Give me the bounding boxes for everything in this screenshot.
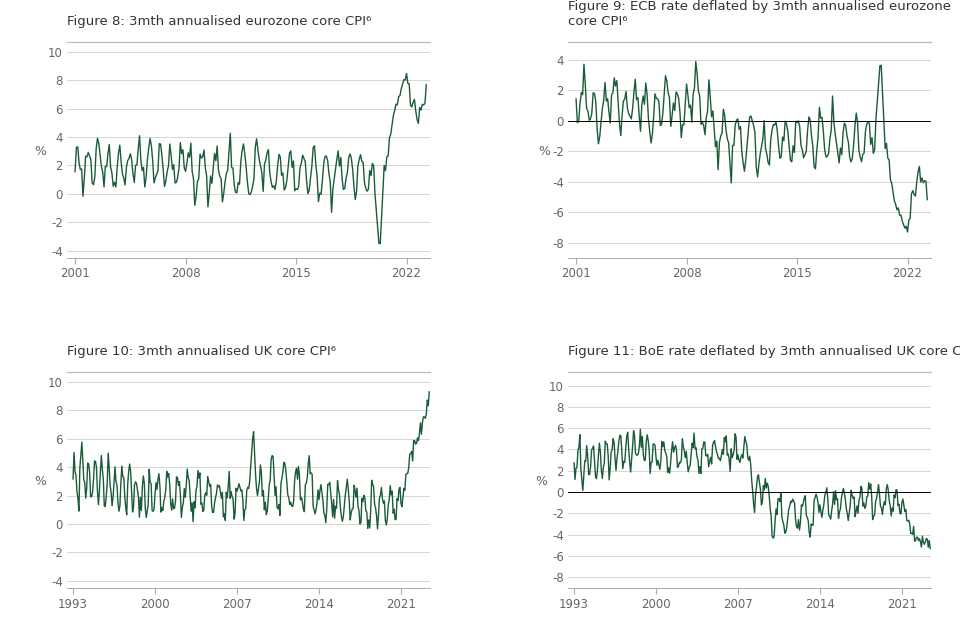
Y-axis label: %: %: [34, 475, 46, 488]
Text: Figure 10: 3mth annualised UK core CPI⁶: Figure 10: 3mth annualised UK core CPI⁶: [67, 346, 336, 358]
Text: Figure 9: ECB rate deflated by 3mth annualised eurozone
core CPI⁶: Figure 9: ECB rate deflated by 3mth annu…: [568, 0, 951, 28]
Y-axis label: %: %: [535, 475, 547, 488]
Y-axis label: %: %: [538, 144, 550, 158]
Text: Figure 8: 3mth annualised eurozone core CPI⁶: Figure 8: 3mth annualised eurozone core …: [67, 15, 372, 28]
Text: Figure 11: BoE rate deflated by 3mth annualised UK core CPI⁶: Figure 11: BoE rate deflated by 3mth ann…: [568, 346, 960, 358]
Y-axis label: %: %: [34, 144, 46, 158]
